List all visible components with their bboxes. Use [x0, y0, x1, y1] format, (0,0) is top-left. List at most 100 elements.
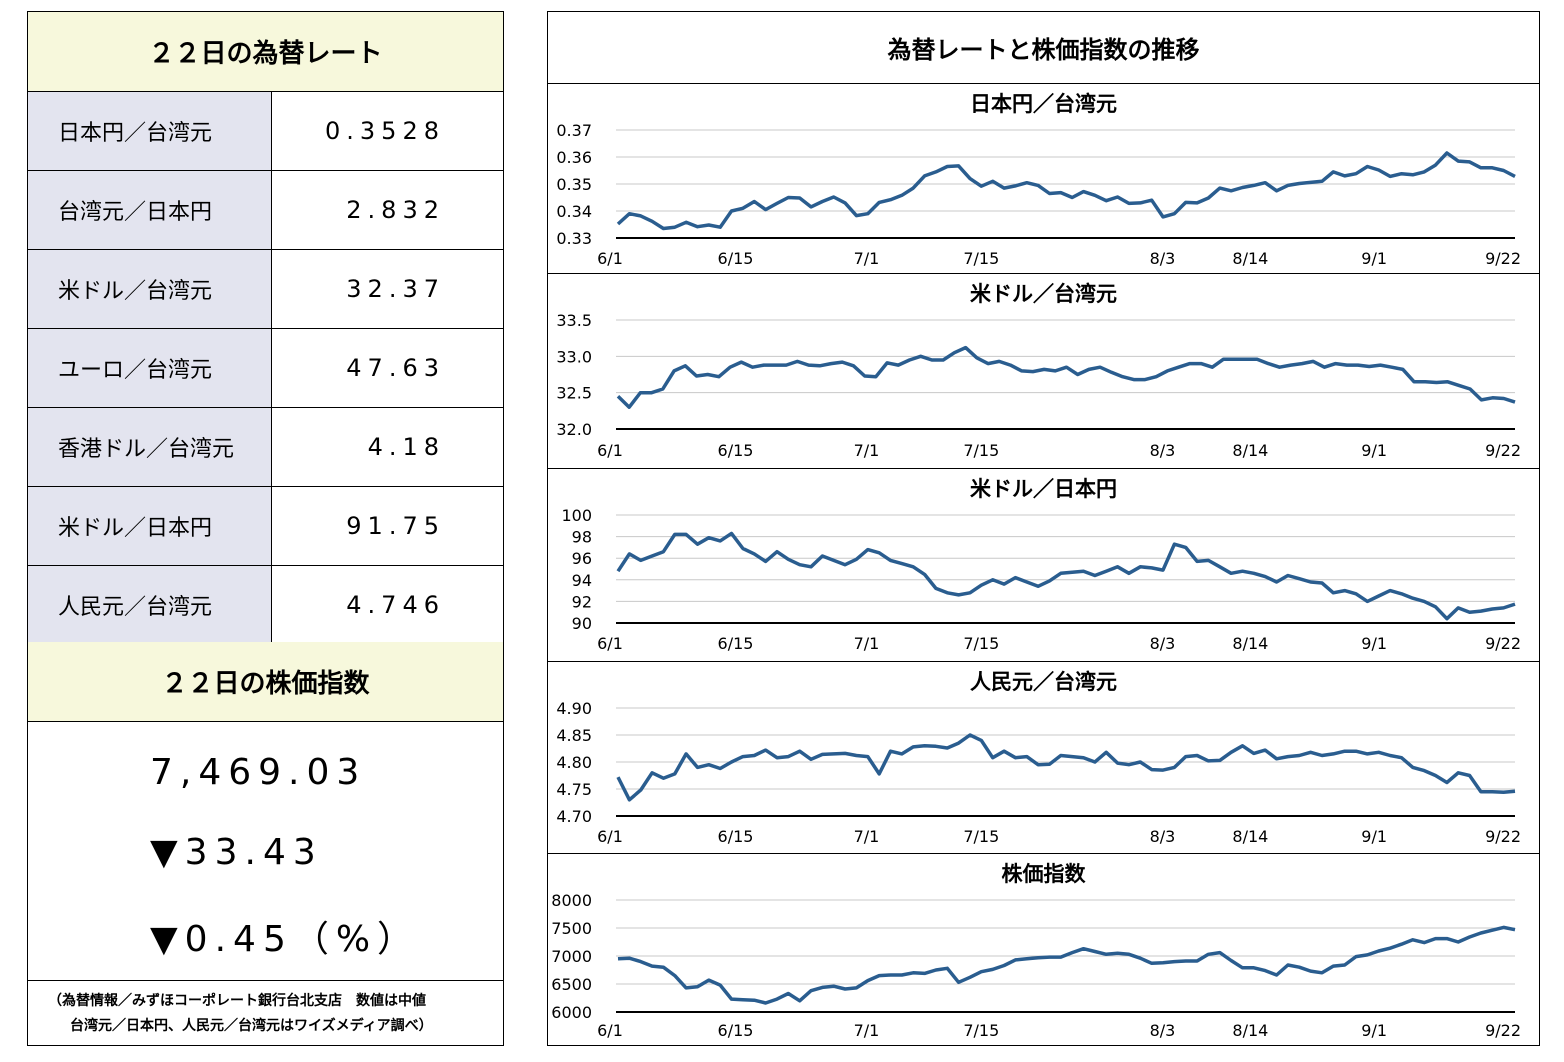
y-tick-label: 33.0 — [556, 347, 592, 366]
y-tick-label: 0.37 — [556, 121, 592, 140]
x-tick-label: 7/1 — [854, 634, 880, 653]
rate-row: 日本円／台湾元 0.3528 — [28, 92, 503, 171]
x-tick-label: 6/15 — [718, 249, 754, 268]
rate-row: 米ドル／日本円 91.75 — [28, 487, 503, 566]
x-tick-label: 7/1 — [854, 441, 880, 460]
left-panel: ２２日の為替レート 日本円／台湾元 0.3528 台湾元／日本円 2.832 米… — [27, 11, 504, 1046]
x-tick-label: 7/1 — [854, 1021, 880, 1040]
footnote-line-1: （為替情報／みずほコーポレート銀行台北支店 数値は中値 — [48, 993, 426, 1009]
x-tick-label: 8/3 — [1150, 634, 1176, 653]
series-line — [616, 531, 1516, 621]
rate-value: 4.18 — [367, 433, 445, 461]
chart-panel: 4.70 4.75 4.80 4.85 4.90 6/1 6/15 7/1 7/15 8/3 8/1… — [548, 662, 1539, 854]
stock-index-box: 7,469.03 ▼33.43 ▼0.45（%） — [28, 722, 503, 981]
x-tick-label: 6/15 — [718, 634, 754, 653]
rate-label: 台湾元／日本円 — [28, 171, 272, 249]
y-tick-label: 90 — [572, 614, 592, 633]
chart-title: 株価指数 — [1001, 862, 1086, 886]
x-tick-label: 7/1 — [854, 827, 880, 846]
x-tick-label: 9/1 — [1361, 634, 1387, 653]
y-tick-label: 4.90 — [556, 699, 592, 718]
rate-label: 米ドル／台湾元 — [28, 250, 272, 328]
y-tick-label: 0.33 — [556, 229, 592, 248]
stock-index-change: ▼33.43 — [150, 832, 323, 873]
y-tick-label: 7500 — [551, 919, 592, 938]
y-tick-label: 32.5 — [556, 384, 592, 403]
rate-row: 台湾元／日本円 2.832 — [28, 171, 503, 250]
x-tick-label: 6/15 — [718, 827, 754, 846]
y-tick-label: 94 — [572, 571, 592, 590]
x-tick-label: 6/1 — [597, 1021, 623, 1040]
rate-value: 0.3528 — [325, 117, 445, 145]
rate-row: 人民元／台湾元 4.746 — [28, 566, 503, 645]
y-tick-label: 32.0 — [556, 420, 592, 439]
y-tick-label: 8000 — [551, 891, 592, 910]
line-chart: 6000 6500 7000 7500 8000 6/1 6/15 7/1 7/15 8/3 8/1… — [551, 891, 1521, 1040]
line-chart: 32.0 32.5 33.0 33.5 6/1 6/15 7/1 7/15 8/3 8/14 9/1… — [556, 311, 1521, 460]
x-tick-label: 7/15 — [963, 441, 999, 460]
rate-value: 47.63 — [346, 354, 445, 382]
footnote-line-2: 台湾元／日本円、人民元／台湾元はワイズメディア調べ） — [70, 1018, 433, 1034]
x-tick-label: 7/15 — [963, 634, 999, 653]
y-tick-label: 4.85 — [556, 726, 592, 745]
chart-panel: 6000 6500 7000 7500 8000 6/1 6/15 7/1 7/15 8/3 8/1… — [548, 854, 1539, 1045]
y-tick-label: 4.75 — [556, 780, 592, 799]
x-tick-label: 8/3 — [1150, 827, 1176, 846]
chart-title: 日本円／台湾元 — [970, 92, 1117, 116]
x-tick-label: 9/22 — [1485, 1021, 1521, 1040]
rate-value: 2.832 — [346, 196, 445, 224]
x-tick-label: 9/22 — [1485, 827, 1521, 846]
y-tick-label: 98 — [572, 528, 592, 547]
y-tick-label: 0.34 — [556, 202, 592, 221]
x-tick-label: 8/3 — [1150, 249, 1176, 268]
rate-label: 香港ドル／台湾元 — [28, 408, 272, 486]
chart-panel: 90 92 94 96 98 100 6/1 6/15 7/1 7/15 8/3 8/14 9/1 9/2… — [548, 469, 1539, 662]
y-tick-label: 96 — [572, 549, 592, 568]
x-tick-label: 8/14 — [1232, 1021, 1268, 1040]
x-tick-label: 8/14 — [1232, 249, 1268, 268]
chart-panel: 0.33 0.34 0.35 0.36 0.37 6/1 6/15 7/1 7/15 8/3 8/1… — [548, 84, 1539, 274]
y-tick-label: 92 — [572, 592, 592, 611]
x-tick-label: 7/1 — [854, 249, 880, 268]
x-tick-label: 9/22 — [1485, 249, 1521, 268]
y-tick-label: 7000 — [551, 947, 592, 966]
rate-label: 米ドル／日本円 — [28, 487, 272, 565]
x-tick-label: 8/14 — [1232, 441, 1268, 460]
x-tick-label: 9/1 — [1361, 827, 1387, 846]
rate-value: 4.746 — [346, 591, 445, 619]
chart-title: 米ドル／台湾元 — [970, 282, 1117, 306]
x-tick-label: 6/1 — [597, 441, 623, 460]
series-line — [616, 151, 1516, 231]
x-tick-label: 8/14 — [1232, 634, 1268, 653]
x-tick-label: 8/3 — [1150, 1021, 1176, 1040]
rate-row: 香港ドル／台湾元 4.18 — [28, 408, 503, 487]
stock-index-title: ２２日の株価指数 — [28, 642, 503, 722]
x-tick-label: 6/15 — [718, 441, 754, 460]
rate-value: 91.75 — [346, 512, 445, 540]
x-tick-label: 7/15 — [963, 1021, 999, 1040]
line-chart: 4.70 4.75 4.80 4.85 4.90 6/1 6/15 7/1 7/15 8/3 8/1… — [556, 699, 1521, 846]
rate-label: 日本円／台湾元 — [28, 92, 272, 170]
stock-index-percent: ▼0.45（%） — [150, 919, 421, 960]
y-tick-label: 6000 — [551, 1003, 592, 1022]
y-tick-label: 4.80 — [556, 753, 592, 772]
x-tick-label: 8/14 — [1232, 827, 1268, 846]
y-tick-label: 0.35 — [556, 175, 592, 194]
x-tick-label: 6/1 — [597, 634, 623, 653]
x-tick-label: 6/1 — [597, 827, 623, 846]
x-tick-label: 6/15 — [718, 1021, 754, 1040]
rate-row: ユーロ／台湾元 47.63 — [28, 329, 503, 408]
chart-panel: 32.0 32.5 33.0 33.5 6/1 6/15 7/1 7/15 8/3 8/14 9/1… — [548, 274, 1539, 469]
x-tick-label: 9/1 — [1361, 249, 1387, 268]
y-tick-label: 33.5 — [556, 311, 592, 330]
y-tick-label: 4.70 — [556, 807, 592, 826]
rate-table-title: ２２日の為替レート — [28, 12, 503, 92]
y-tick-label: 100 — [561, 506, 592, 525]
rate-row: 米ドル／台湾元 32.37 — [28, 250, 503, 329]
y-tick-label: 6500 — [551, 975, 592, 994]
x-tick-label: 7/15 — [963, 249, 999, 268]
x-tick-label: 9/1 — [1361, 1021, 1387, 1040]
series-line — [616, 733, 1516, 802]
x-tick-label: 9/1 — [1361, 441, 1387, 460]
series-line — [616, 345, 1516, 409]
